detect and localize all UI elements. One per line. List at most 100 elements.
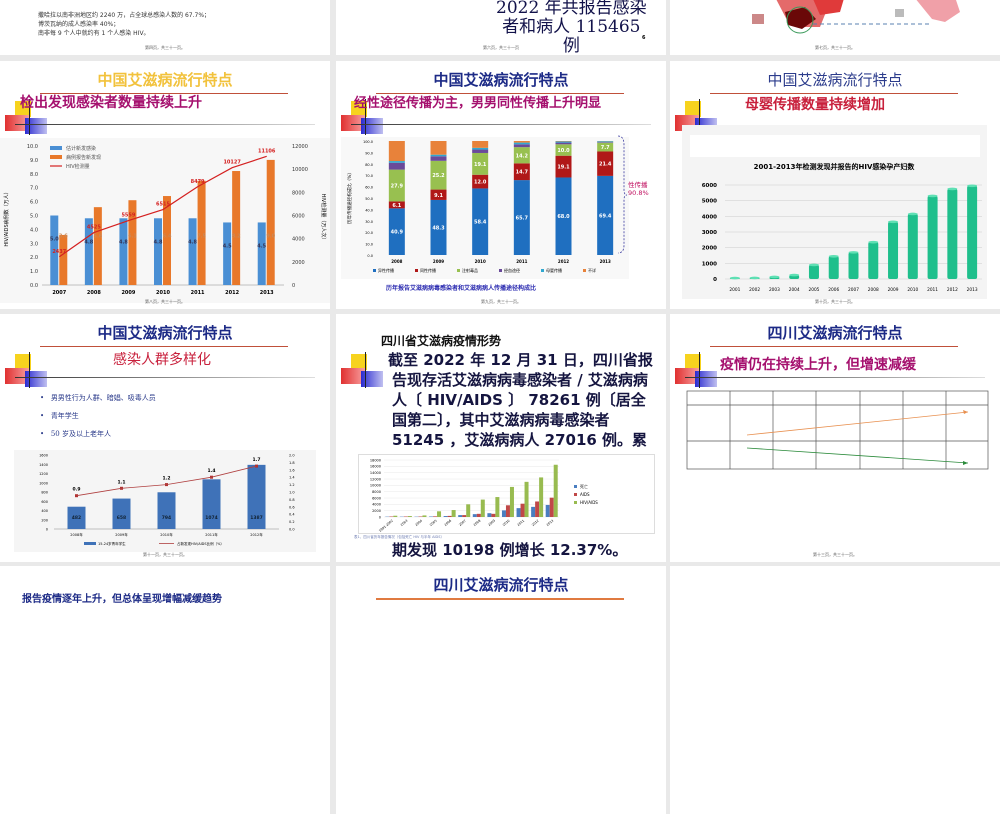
slide-thumbnail-7[interactable]: 第七页，共三十一页。	[670, 0, 1000, 55]
bar-top	[908, 213, 918, 216]
legend-label: 估计新发感染	[66, 145, 96, 152]
bar-top	[947, 188, 957, 191]
slide-title: 中国艾滋病流行特点	[0, 322, 330, 343]
y-tick-label: 7.0	[30, 186, 38, 192]
bar-estimated-new	[154, 218, 162, 285]
legend-swatch	[574, 501, 577, 504]
brace-icon	[616, 135, 628, 255]
slide-thumbnail-4[interactable]: 撒哈拉以南非洲地区约 2240 万，占全球总感染人数的 67.7%； 博茨瓦纳的…	[0, 0, 330, 55]
x-tick-label: 2012	[225, 290, 239, 296]
y-tick-label: 60.0	[365, 186, 373, 190]
slide-thumbnail-15[interactable]: 四川艾滋病流行特点	[336, 566, 666, 814]
x-tick-label: 2008	[473, 519, 482, 527]
x-tick-label: 2010	[502, 519, 511, 527]
bar	[473, 514, 477, 517]
y2-tick-label: 12000	[292, 144, 308, 150]
slide-footer: 第七页，共三十一页。	[670, 45, 1000, 51]
y-tick-label: 1000	[39, 481, 48, 485]
slide-text: 报告疫情逐年上升，但总体呈现增幅减缓趋势	[22, 590, 222, 605]
y-tick-label: 800	[41, 491, 48, 495]
slide-footer: 第十页，共三十一页。	[670, 299, 1000, 305]
bar	[408, 516, 412, 517]
y-tick-label: 9.0	[30, 158, 38, 164]
x-tick-label: 1991-2002	[378, 519, 394, 533]
slide-footer: 第四页，共三十一页。	[0, 45, 330, 51]
y-tick-label: 5000	[702, 199, 717, 205]
slide-thumbnail-13[interactable]: 四川艾滋病流行特点 疫情仍在持续上升，但增速减缓 第十三页，共三十一页。	[670, 314, 1000, 562]
slide-thumbnail-14[interactable]: 报告疫情逐年上升，但总体呈现增幅减缓趋势	[0, 566, 330, 814]
x-tick-label: 2003	[769, 287, 780, 293]
x-tick-label: 2004	[789, 287, 800, 293]
bar-top	[730, 277, 740, 280]
y-tick-label: 16000	[370, 465, 381, 469]
data-label: 25.2	[432, 173, 445, 179]
chart-caption: 历年报告艾滋病病毒感染者和艾滋病病人传播途径构成比	[386, 283, 536, 292]
bar	[829, 256, 839, 279]
data-label: 4.8	[119, 239, 128, 245]
legend-swatch	[499, 269, 502, 272]
body-line: 国第二〕，其中艾滋病病毒感染者	[388, 410, 653, 430]
legend-swatch	[457, 269, 460, 272]
data-label: 6.4	[163, 234, 172, 240]
y-tick-label: 2000	[702, 246, 717, 252]
x-tick-label: 2007	[458, 519, 467, 527]
y-tick-label: 3000	[702, 230, 717, 236]
body-line: 人〔 HIV/AIDS 〕 78261 例〔居全	[388, 390, 653, 410]
data-label: 7.5	[197, 234, 206, 240]
data-label: 1.4	[208, 468, 216, 474]
slide-thumbnail-11[interactable]: 中国艾滋病流行特点 感染人群多样化 • 男男性行为人群、暗娼、吸毒人员 • 青年…	[0, 314, 330, 562]
y2-tick-label: 1.8	[289, 461, 295, 465]
rising-arrow-icon	[747, 412, 968, 435]
x-tick-label: 2008	[391, 259, 402, 264]
x-tick-label: 2012年	[250, 532, 263, 537]
bar	[466, 504, 470, 517]
chart-transmission-routes: 0.010.020.030.040.050.060.070.080.090.01…	[341, 137, 629, 279]
x-tick-label: 2006	[443, 519, 452, 527]
body-line: 51245 ，艾滋病病人 27016 例。累	[388, 430, 653, 450]
bullet-item: • 青年学生	[40, 407, 156, 425]
bar-reported-new	[232, 171, 240, 285]
y2-tick-label: 0	[292, 283, 295, 289]
slide-thumbnail-12[interactable]: 四川省艾滋病疫情形势 截至 2022 年 12 月 31 日，四川省报 告现存活…	[336, 314, 666, 562]
y2-tick-label: 0.4	[289, 513, 295, 517]
bar-top	[750, 277, 760, 280]
slide-title: 中国艾滋病流行特点	[0, 69, 330, 90]
legend-swatch	[574, 485, 577, 488]
slide-footer: 第九页，共三十一页。	[336, 299, 666, 305]
page-number: 6	[642, 35, 645, 41]
y-tick-label: 4000	[372, 503, 381, 507]
bar-estimated-new	[223, 222, 231, 285]
bar-segment	[514, 143, 530, 145]
bar-segment	[514, 141, 530, 143]
chart-title: 2001-2013年检测发现并报告的HIV感染孕产妇数	[754, 162, 916, 171]
bar	[502, 510, 506, 517]
slide-thumbnail-16[interactable]	[670, 566, 1000, 814]
y-tick-label: 40.0	[365, 208, 373, 212]
y-tick-label: 200	[41, 518, 48, 522]
divider	[351, 124, 651, 125]
bar	[928, 196, 938, 279]
y-tick-label: 600	[41, 500, 48, 504]
data-label: 40.9	[391, 230, 404, 236]
slide-thumbnail-6[interactable]: 2022 年共报告感染 者和病人 115465 例 6 第六页，共三十一页	[336, 0, 666, 55]
slide-thumbnail-10[interactable]: 中国艾滋病流行特点 母婴传播数量持续增加 2001-2013年检测发现并报告的H…	[670, 61, 1000, 309]
data-label: 48.3	[432, 225, 445, 231]
text-line: 2022 年共报告感染	[496, 0, 647, 18]
x-tick-label: 2011	[191, 290, 205, 296]
bar	[158, 492, 176, 529]
bar-top	[849, 251, 859, 254]
x-tick-label: 2006	[828, 287, 839, 293]
legend-label: 病例报告新发现	[66, 154, 101, 161]
y-tick-label: 10.0	[27, 144, 38, 150]
bar	[452, 510, 456, 517]
y-tick-label: 1400	[39, 463, 48, 467]
legend-label: 注射毒品	[462, 267, 478, 273]
bar	[539, 477, 543, 517]
legend-label: 异性传播	[378, 267, 394, 273]
data-label: 0.9	[73, 487, 81, 493]
bar	[113, 499, 131, 529]
legend-label: 占新发现HIV/AIDS比例（%）	[177, 541, 224, 546]
legend-swatch	[50, 146, 62, 150]
